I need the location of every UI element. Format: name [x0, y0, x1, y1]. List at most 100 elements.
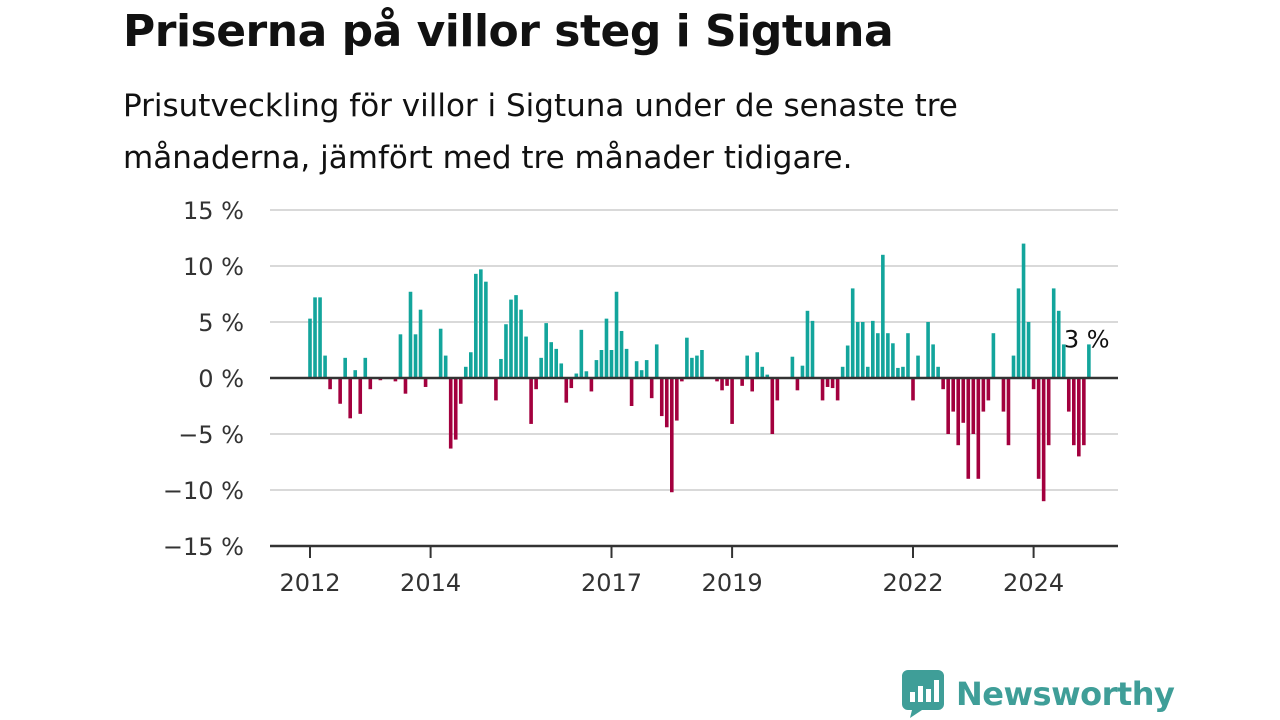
bar — [946, 378, 950, 434]
bar — [976, 378, 981, 479]
bar — [876, 333, 880, 378]
grid-lines — [270, 209, 1118, 491]
bar — [554, 348, 559, 378]
bar — [971, 378, 976, 434]
bar — [479, 269, 483, 378]
bar — [845, 345, 850, 378]
bar — [348, 378, 352, 419]
bar — [1066, 378, 1071, 412]
bar — [1016, 288, 1021, 378]
bar — [654, 344, 659, 378]
bar — [423, 378, 428, 387]
bar — [458, 378, 463, 404]
bar — [1077, 378, 1081, 457]
bar — [835, 378, 840, 401]
bar — [599, 350, 604, 378]
bar — [328, 378, 332, 390]
bar — [1006, 378, 1011, 446]
bar — [720, 378, 724, 391]
bar — [664, 378, 669, 428]
annotation: 3 % — [1064, 325, 1110, 353]
bar — [1026, 322, 1031, 378]
bar — [1082, 378, 1086, 446]
bar — [313, 297, 317, 378]
bar — [413, 334, 418, 378]
bar — [911, 378, 915, 401]
bar — [810, 320, 815, 378]
bar — [795, 378, 800, 391]
bar — [1056, 310, 1061, 378]
bar — [343, 357, 347, 378]
bar — [559, 363, 564, 378]
axes — [270, 376, 1118, 558]
y-tick-label: −5 % — [178, 421, 244, 449]
bar — [931, 344, 935, 378]
bar — [358, 378, 363, 414]
bar — [318, 297, 322, 378]
bar — [469, 352, 473, 378]
bar — [775, 378, 780, 401]
bar — [403, 378, 408, 394]
bar — [398, 334, 403, 378]
bar — [549, 342, 553, 378]
bar — [484, 281, 488, 378]
bar-chart-logo-icon — [902, 670, 944, 718]
bar — [765, 374, 770, 378]
x-tick-label: 2014 — [400, 569, 461, 597]
bar — [594, 360, 599, 378]
bar — [494, 378, 498, 401]
bar — [825, 378, 830, 387]
bar — [871, 320, 875, 378]
bar — [745, 355, 749, 378]
bar — [926, 322, 930, 378]
bar — [584, 371, 589, 378]
bar — [524, 336, 528, 378]
bar — [644, 360, 649, 378]
bar — [634, 361, 639, 378]
bar — [408, 291, 413, 378]
bar — [363, 357, 368, 378]
bar — [1001, 378, 1006, 412]
bar — [881, 254, 885, 378]
bar — [740, 378, 744, 386]
bar — [308, 318, 312, 378]
bar — [463, 366, 468, 378]
bar — [830, 378, 835, 389]
bar — [906, 333, 910, 378]
y-tick-label: −10 % — [163, 477, 244, 505]
y-tick-label: 0 % — [198, 365, 244, 393]
bar — [966, 378, 971, 479]
y-tick-label: 5 % — [198, 309, 244, 337]
bar — [670, 378, 674, 493]
bar — [916, 355, 920, 378]
bar — [564, 378, 569, 403]
bar — [544, 323, 548, 378]
bar — [368, 378, 373, 390]
bar — [443, 355, 448, 378]
logo-text: Newsworthy — [956, 675, 1175, 713]
bar — [609, 350, 614, 378]
bar — [529, 378, 533, 424]
bar — [790, 356, 795, 378]
bar — [770, 378, 775, 434]
bar — [1031, 378, 1036, 390]
bar — [514, 295, 518, 378]
y-tick-label: 10 % — [183, 253, 244, 281]
bar — [981, 378, 986, 412]
x-tick-label: 2012 — [279, 569, 340, 597]
bar — [418, 309, 423, 378]
bar — [730, 378, 734, 424]
bar — [715, 378, 719, 382]
bar — [438, 328, 443, 378]
bar — [951, 378, 955, 412]
bar — [323, 355, 327, 378]
bar — [539, 357, 543, 378]
bar — [986, 378, 991, 401]
bar — [760, 366, 765, 378]
y-tick-label: −15 % — [163, 533, 244, 561]
bar — [685, 337, 689, 378]
bar — [1041, 378, 1046, 502]
bar — [865, 366, 870, 378]
bar — [901, 366, 905, 378]
